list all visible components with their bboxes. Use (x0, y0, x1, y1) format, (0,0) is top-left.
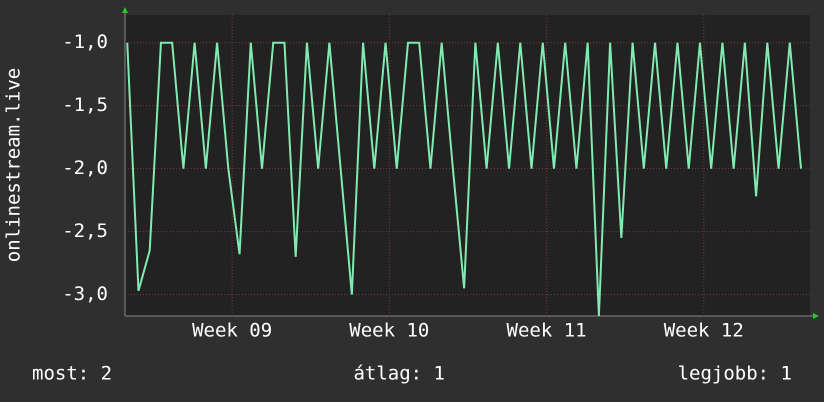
footer-max: legjobb: 1 (678, 363, 792, 385)
footer-average: átlag: 1 (353, 363, 445, 385)
y-axis-arrow (122, 7, 128, 13)
x-tick-label: Week 12 (664, 320, 744, 342)
y-tick-label: -2,5 (62, 220, 108, 242)
x-axis-arrow (813, 313, 819, 319)
y-tick-label: -3,0 (62, 283, 108, 305)
x-tick-label: Week 10 (349, 320, 429, 342)
y-axis-label: onlinestream.live (3, 68, 25, 262)
plot-area (125, 15, 810, 316)
data-line (126, 41, 803, 317)
footer-current: most: 2 (32, 363, 112, 385)
y-tick-label: -2,0 (62, 157, 108, 179)
x-tick-label: Week 09 (192, 320, 272, 342)
x-tick-label: Week 11 (507, 320, 587, 342)
y-tick-label: -1,5 (62, 94, 108, 116)
y-tick-label: -1,0 (62, 31, 108, 53)
